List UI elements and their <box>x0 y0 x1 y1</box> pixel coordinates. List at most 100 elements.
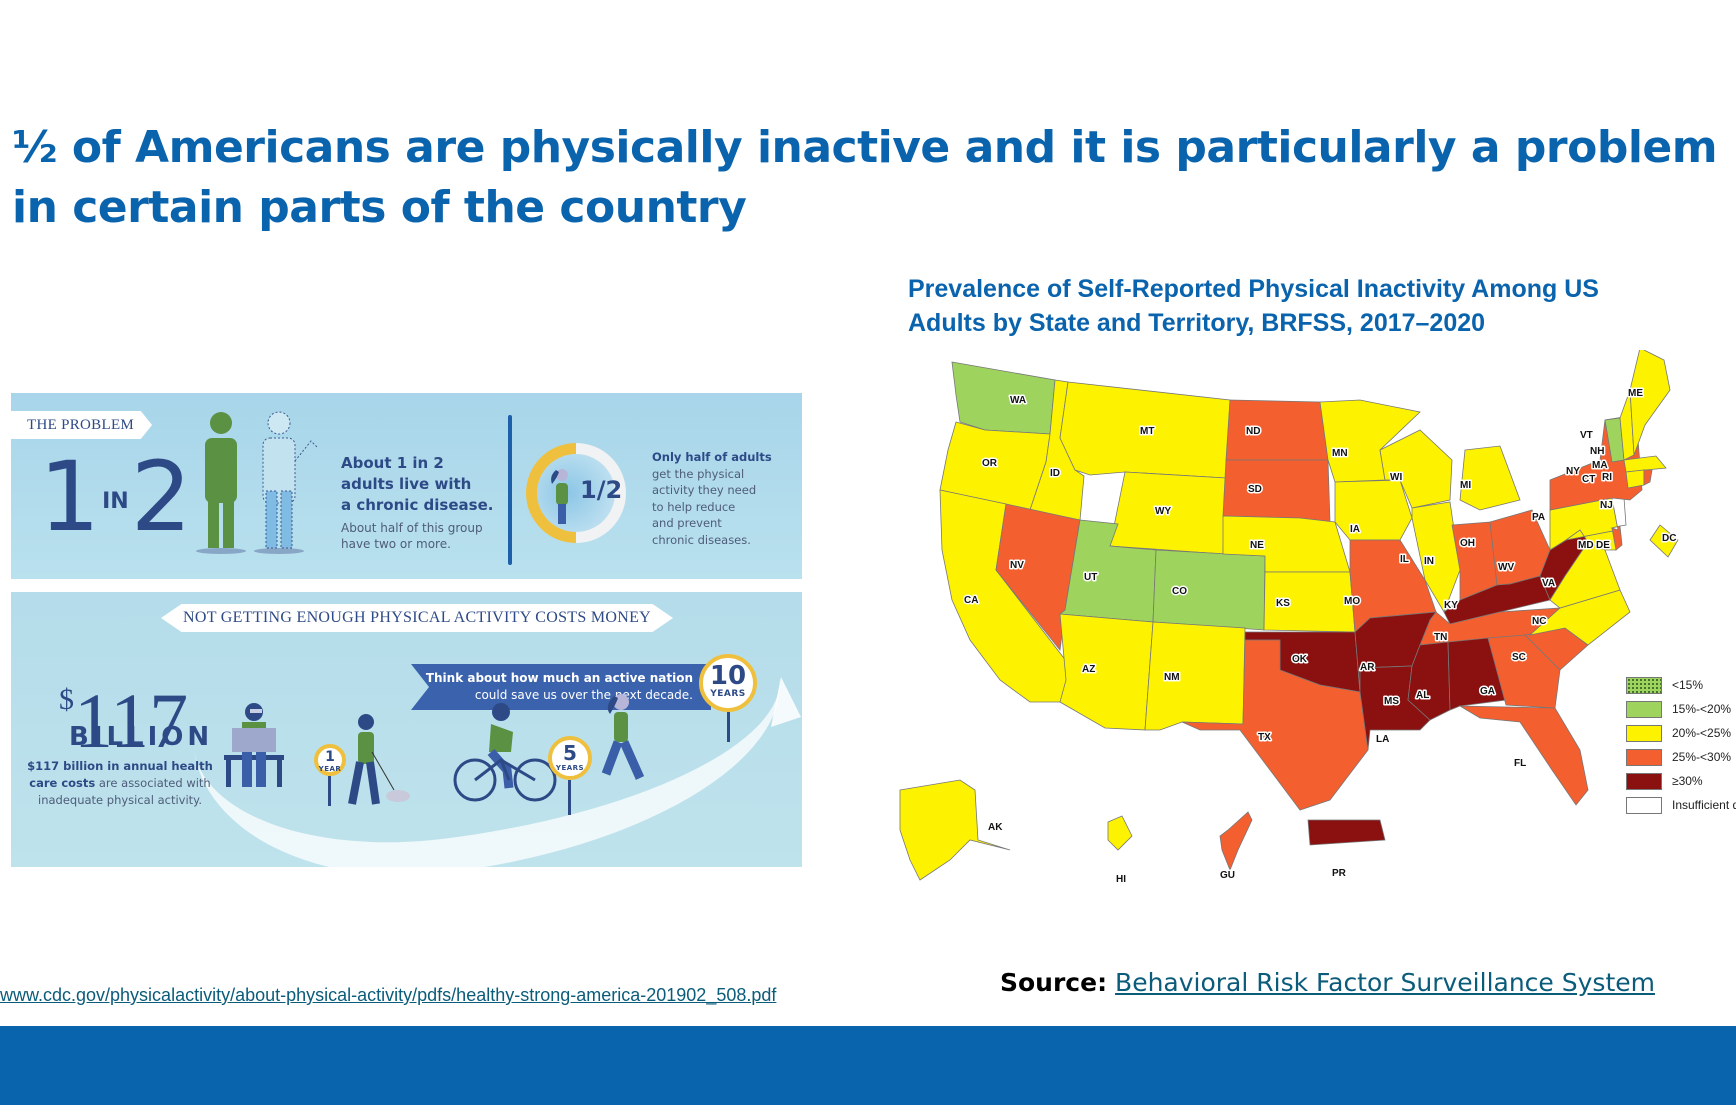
brfss-source-link[interactable]: Behavioral Risk Factor Surveillance Syst… <box>1115 968 1655 997</box>
svg-text:ND: ND <box>1246 426 1260 437</box>
sign-pole <box>328 776 331 806</box>
stat-num-right: 2 <box>130 441 192 553</box>
cdc-report-link[interactable]: www.cdc.gov/physicalactivity/about-physi… <box>0 985 777 1005</box>
legend-swatch <box>1626 700 1662 718</box>
state-ME <box>1629 350 1671 456</box>
svg-text:AK: AK <box>988 822 1003 833</box>
state-MI <box>1459 445 1521 511</box>
panel-divider <box>508 415 512 565</box>
svg-text:NJ: NJ <box>1600 500 1613 511</box>
woman-running-icon <box>551 469 568 524</box>
cyclist-icon <box>453 703 557 802</box>
the-problem-ribbon: THE PROBLEM <box>11 411 153 439</box>
map-title-line1: Prevalence of Self-Reported Physical Ina… <box>908 275 1599 303</box>
chronic-heading-line: a chronic disease. <box>341 496 494 514</box>
svg-text:DC: DC <box>1662 533 1676 544</box>
territory-PR <box>1307 819 1386 846</box>
svg-text:CO: CO <box>1172 586 1187 597</box>
svg-text:CA: CA <box>964 595 978 606</box>
svg-text:OR: OR <box>982 458 998 469</box>
svg-text:WI: WI <box>1390 472 1402 483</box>
svg-text:NC: NC <box>1532 616 1546 627</box>
stat-num-left: 1 <box>39 441 101 553</box>
map-title-line2: Adults by State and Territory, BRFSS, 20… <box>908 309 1486 337</box>
legend-label: Insufficient data <box>1672 798 1736 812</box>
svg-text:NV: NV <box>1010 560 1024 571</box>
svg-text:WY: WY <box>1155 506 1171 517</box>
slide-title: ½ of Americans are physically inactive a… <box>12 122 1718 233</box>
legend-swatch <box>1626 724 1662 742</box>
map-legend: <15% 15%-<20% 20%-<25% 25%-<30% ≥30% Ins… <box>1626 673 1736 817</box>
svg-text:WA: WA <box>1010 395 1026 406</box>
milestone-1-year: 1 YEAR <box>314 744 346 776</box>
state-labels: WA OR CA ID NV MT WY UT CO AZ NM ND SD NE KS OK TX MN… <box>963 387 1678 887</box>
legend-item-20-25: 20%-<25% <box>1626 721 1736 745</box>
half-adults-text: Only half of adults get the physical act… <box>652 449 772 548</box>
amount-value: 117 <box>74 677 189 764</box>
milestone-unit: YEARS <box>710 689 746 699</box>
amount-117: $117 <box>59 660 188 761</box>
svg-text:MT: MT <box>1140 426 1154 437</box>
svg-text:RI: RI <box>1602 472 1612 483</box>
svg-text:TX: TX <box>1258 732 1271 743</box>
cost-description: $117 billion in annual health care costs… <box>25 758 215 809</box>
svg-text:ME: ME <box>1628 388 1643 399</box>
svg-text:TN: TN <box>1434 632 1447 643</box>
half-donut-chart: 1/2 <box>526 443 626 543</box>
half-body-line: chronic diseases. <box>652 532 751 547</box>
state-MA <box>1623 455 1667 473</box>
territory-GU <box>1219 811 1253 872</box>
billion-label: BILLION <box>69 722 214 752</box>
chronic-disease-heading: About 1 in 2 adults live with a chronic … <box>341 453 493 516</box>
chronic-heading-line: About 1 in 2 <box>341 454 444 472</box>
svg-text:IA: IA <box>1350 524 1360 535</box>
milestone-num: 10 <box>709 661 747 691</box>
legend-item-ge30: ≥30% <box>1626 769 1736 793</box>
state-DC <box>1649 524 1679 558</box>
state-CO <box>1152 549 1266 631</box>
milestone-5-years: 5 YEARS <box>548 736 592 780</box>
svg-text:MN: MN <box>1332 448 1348 459</box>
legend-label: 25%-<30% <box>1672 750 1732 764</box>
svg-text:PR: PR <box>1332 868 1347 879</box>
state-HI <box>1107 815 1133 851</box>
svg-text:VT: VT <box>1580 430 1593 441</box>
svg-text:SC: SC <box>1512 652 1526 663</box>
svg-text:IN: IN <box>1424 556 1434 567</box>
milestone-unit: YEARS <box>555 764 585 772</box>
infographic-cost-panel: NOT GETTING ENOUGH PHYSICAL ACTIVITY COS… <box>11 592 802 902</box>
svg-text:NH: NH <box>1590 446 1604 457</box>
legend-label: <15% <box>1672 678 1704 692</box>
svg-text:MA: MA <box>1592 460 1608 471</box>
svg-text:MS: MS <box>1384 696 1399 707</box>
svg-text:MD: MD <box>1578 540 1594 551</box>
svg-text:MI: MI <box>1460 480 1471 491</box>
half-label: 1/2 <box>580 476 623 504</box>
milestone-unit: YEAR <box>318 765 342 773</box>
svg-text:AL: AL <box>1416 690 1429 701</box>
legend-item-25-30: 25%-<30% <box>1626 745 1736 769</box>
state-NM <box>1144 621 1246 731</box>
legend-label: ≥30% <box>1672 774 1703 788</box>
sitting-person-icon <box>224 703 284 787</box>
state-IA <box>1334 479 1413 541</box>
sign-pole <box>568 780 571 815</box>
legend-item-insufficient: Insufficient data <box>1626 793 1736 817</box>
legend-item-15-20: 15%-<20% <box>1626 697 1736 721</box>
sign-pole <box>727 712 730 742</box>
svg-text:ID: ID <box>1050 468 1060 479</box>
state-CT <box>1625 469 1645 489</box>
state-TX <box>1181 639 1369 811</box>
svg-text:NM: NM <box>1164 672 1180 683</box>
svg-text:NE: NE <box>1250 540 1264 551</box>
dollar-sign: $ <box>59 683 74 716</box>
chronic-disease-subtext: About half of this group have two or mor… <box>341 520 483 552</box>
half-heading: Only half of adults <box>652 450 772 464</box>
svg-text:SD: SD <box>1248 484 1262 495</box>
active-nation-banner: Think about how much an active nation co… <box>411 664 711 710</box>
state-FL <box>1458 705 1589 806</box>
runner-icon: 1/2 <box>537 454 622 532</box>
costs-money-ribbon: NOT GETTING ENOUGH PHYSICAL ACTIVITY COS… <box>161 604 674 632</box>
state-WA <box>951 361 1056 435</box>
svg-text:MO: MO <box>1344 596 1360 607</box>
